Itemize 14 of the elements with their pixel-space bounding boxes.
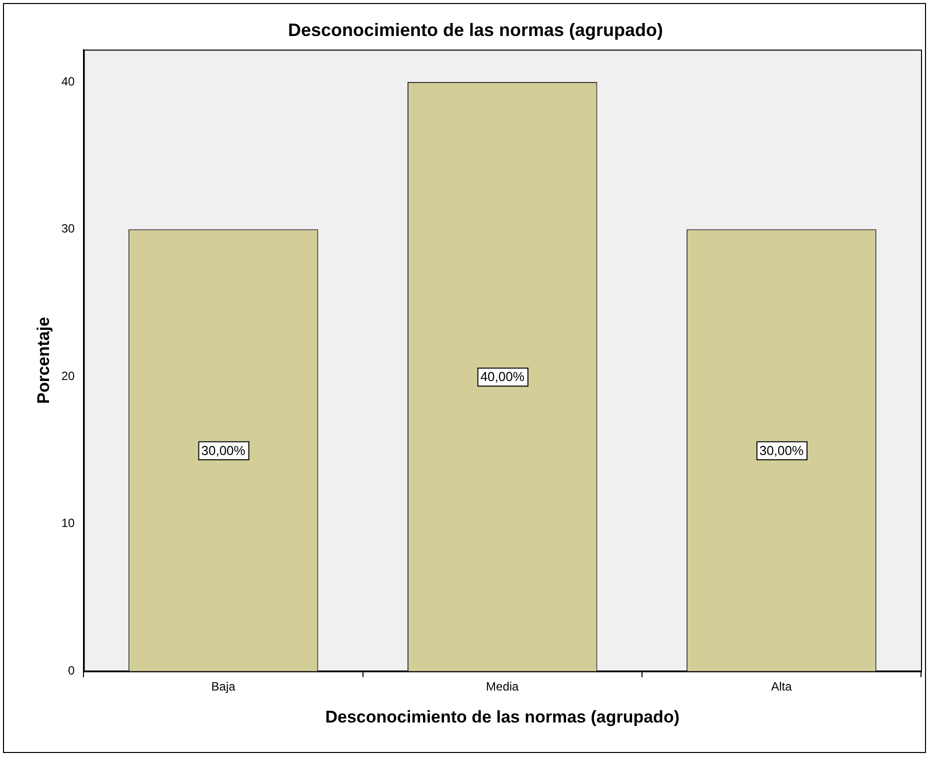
data-label: 40,00% xyxy=(480,369,525,384)
x-axis-title: Desconocimiento de las normas (agrupado) xyxy=(325,707,680,726)
y-tick-label: 0 xyxy=(68,664,76,678)
y-tick-label: 10 xyxy=(61,516,76,530)
chart-title: Desconocimiento de las normas (agrupado) xyxy=(288,20,664,40)
y-tick-label: 40 xyxy=(61,74,76,88)
data-label: 30,00% xyxy=(759,442,804,458)
y-tick-label: 30 xyxy=(61,222,76,236)
y-axis-title: Porcentaje xyxy=(34,316,53,404)
x-tick-label: Alta xyxy=(771,680,792,694)
data-label: 30,00% xyxy=(201,442,246,458)
y-tick-label: 20 xyxy=(61,368,76,383)
x-tick-label: Media xyxy=(486,680,520,694)
x-tick-label: Baja xyxy=(211,680,236,694)
